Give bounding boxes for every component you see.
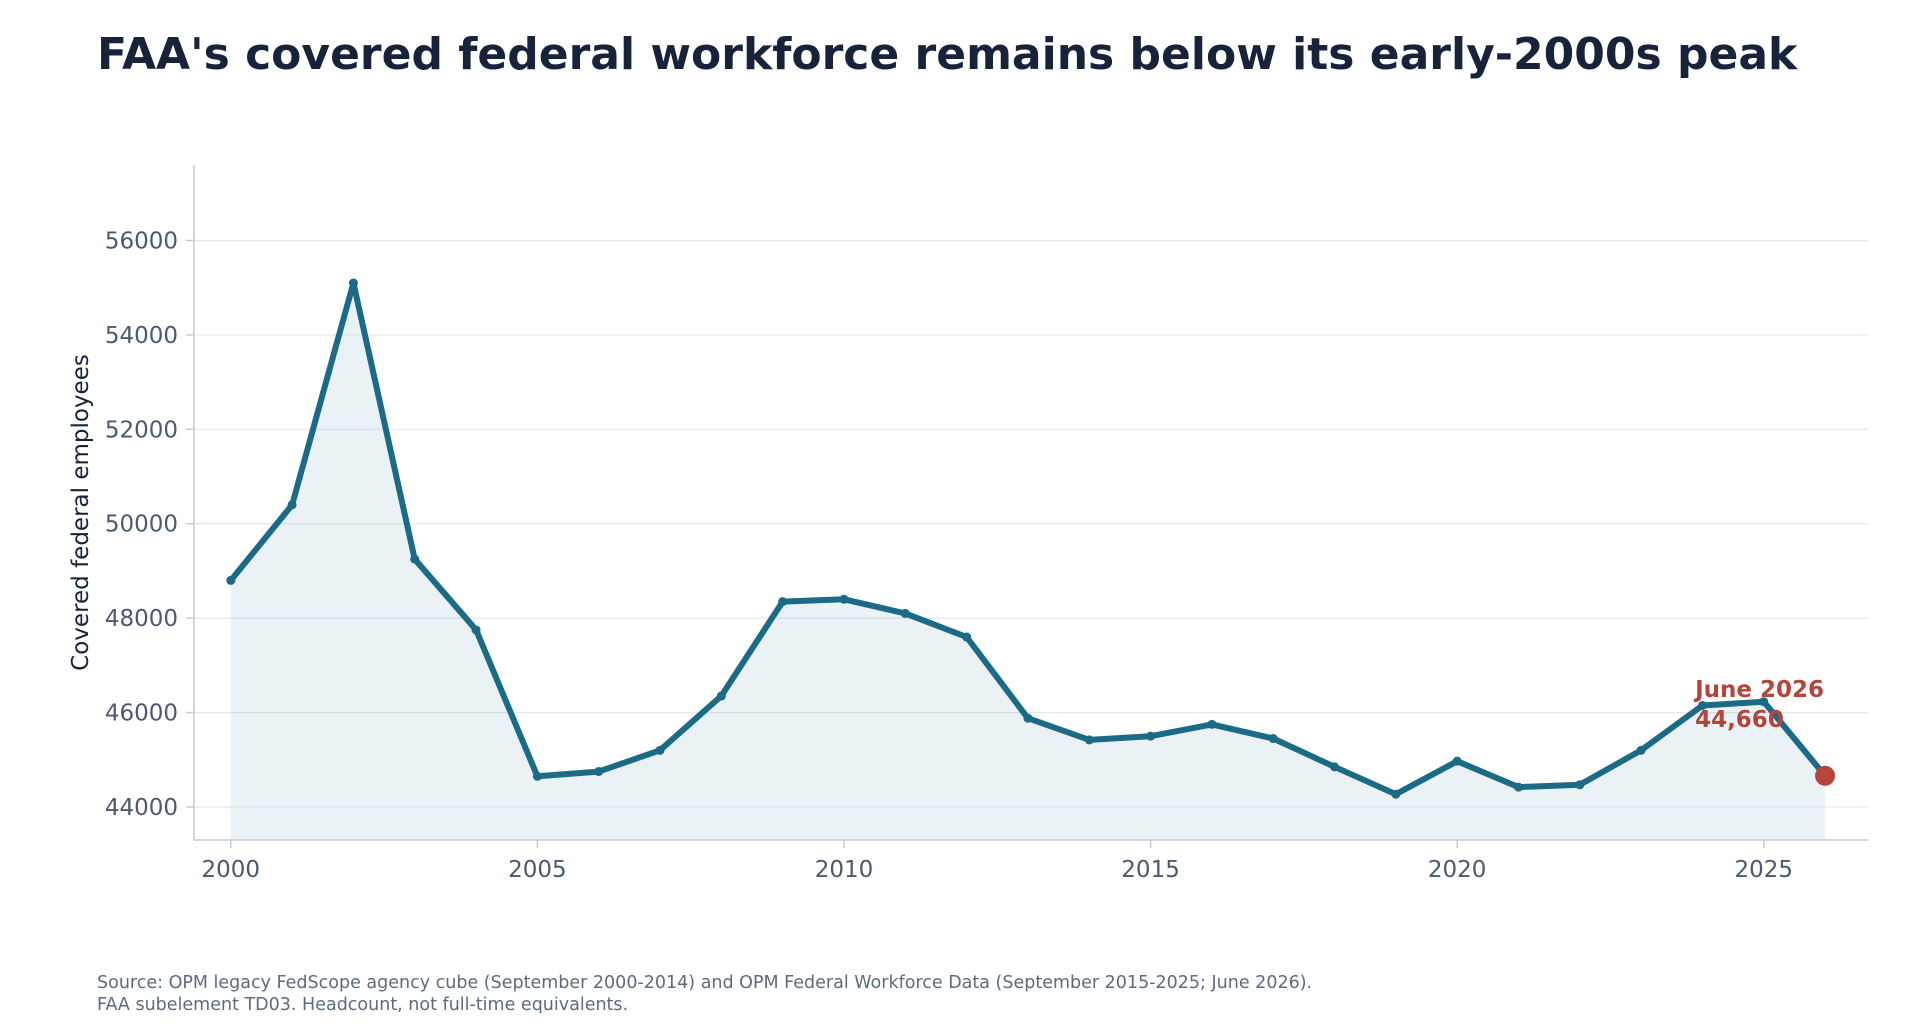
axes <box>193 165 1868 841</box>
x-tick-label-2000: 2000 <box>202 857 261 883</box>
x-tick-labels: 2000 2005 2010 2015 2020 2025 <box>202 840 1793 883</box>
x-tick-label-2020: 2020 <box>1428 857 1487 883</box>
data-point-2005 <box>532 771 542 781</box>
data-point-2010 <box>839 594 849 604</box>
gridlines <box>194 239 1868 808</box>
data-points <box>226 278 1836 799</box>
data-point-2015 <box>1146 731 1156 741</box>
annotation-value: 44,660 <box>1695 707 1784 733</box>
y-axis-label: Covered federal employees <box>68 354 94 671</box>
data-point-2011 <box>900 608 910 618</box>
data-point-2002 <box>348 278 358 288</box>
data-point-2016 <box>1207 719 1217 729</box>
y-tick-label-52000: 52000 <box>105 417 178 443</box>
y-tick-label-44000: 44000 <box>105 795 178 821</box>
data-point-2001 <box>287 500 297 510</box>
source-note-line-2: FAA subelement TD03. Headcount, not full… <box>97 995 628 1015</box>
x-tick-label-2005: 2005 <box>508 857 567 883</box>
data-point-2000 <box>226 575 236 585</box>
annotation-date: June 2026 <box>1693 677 1824 703</box>
y-tick-label-56000: 56000 <box>105 229 178 255</box>
data-point-2023 <box>1636 745 1646 755</box>
data-point-2017 <box>1268 734 1278 744</box>
y-tick-label-48000: 48000 <box>105 606 178 632</box>
data-point-2004 <box>471 625 481 635</box>
data-point-2009 <box>778 597 788 607</box>
data-point-2014 <box>1084 735 1094 745</box>
y-tick-labels: 44000 46000 48000 50000 52000 54000 56000 <box>105 229 194 821</box>
data-point-2022 <box>1575 780 1585 790</box>
x-tick-label-2010: 2010 <box>815 857 874 883</box>
data-point-2021 <box>1513 782 1523 792</box>
y-tick-label-50000: 50000 <box>105 512 178 538</box>
area-fill <box>230 283 1826 840</box>
source-note-line-1: Source: OPM legacy FedScope agency cube … <box>97 973 1312 993</box>
x-tick-label-2025: 2025 <box>1734 857 1793 883</box>
data-point-2008 <box>716 691 726 701</box>
data-point-2019 <box>1391 789 1401 799</box>
data-point-2018 <box>1330 762 1340 772</box>
data-point-2013 <box>1023 713 1033 723</box>
x-tick-label-2015: 2015 <box>1121 857 1180 883</box>
data-point-2020 <box>1452 756 1462 766</box>
chart-title: FAA's covered federal workforce remains … <box>97 29 1799 80</box>
data-point-2012 <box>962 632 972 642</box>
data-point-2024 <box>1697 700 1707 710</box>
data-point-2025 <box>1759 697 1769 707</box>
data-point-2003 <box>410 554 420 564</box>
y-tick-label-54000: 54000 <box>105 323 178 349</box>
data-point-latest <box>1815 765 1836 786</box>
data-point-2007 <box>655 745 665 755</box>
y-tick-label-46000: 46000 <box>105 701 178 727</box>
data-point-2006 <box>594 767 604 777</box>
